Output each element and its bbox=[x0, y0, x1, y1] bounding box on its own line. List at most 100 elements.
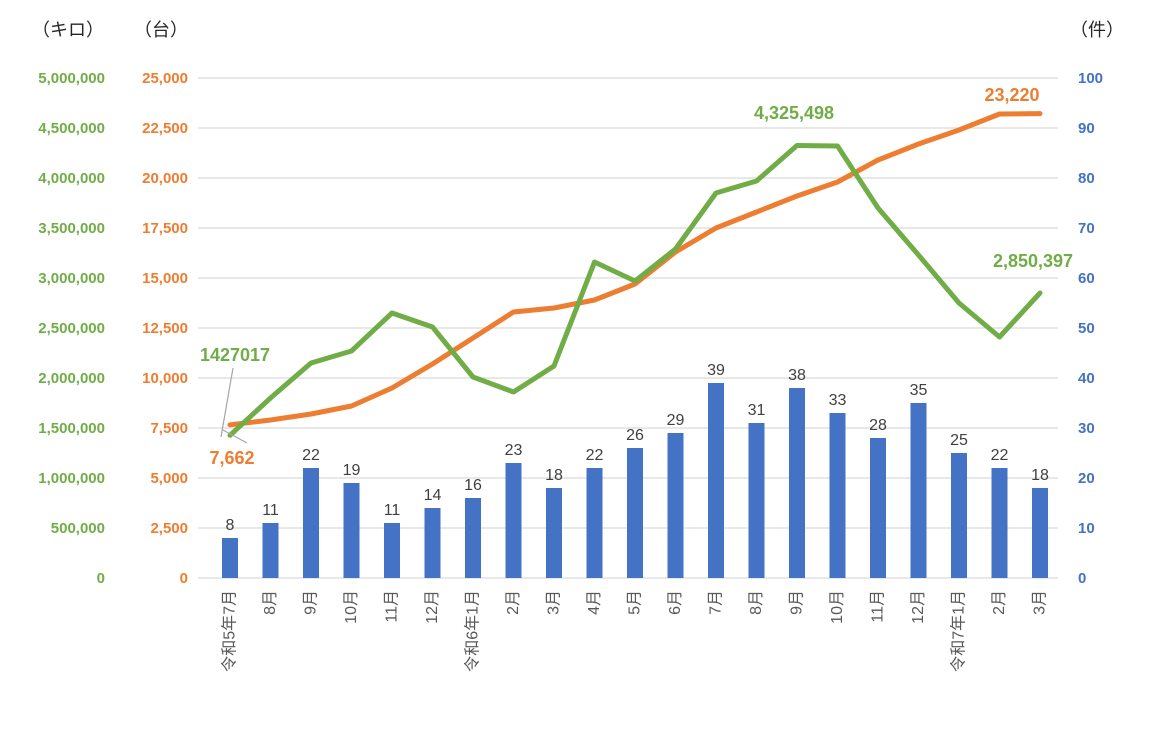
kilo-axis-tick-label: 3,000,000 bbox=[38, 270, 105, 287]
x-axis-label: 令和5年7月 bbox=[221, 590, 239, 672]
bar bbox=[343, 483, 360, 578]
ken-axis-tick-label: 50 bbox=[1078, 320, 1095, 337]
kilo-axis-tick-label: 500,000 bbox=[51, 520, 105, 537]
bar-value-label: 31 bbox=[748, 402, 766, 419]
ken-axis-tick-label: 90 bbox=[1078, 120, 1095, 137]
left-axis-title-kilo: （キロ） bbox=[32, 20, 104, 40]
ken-axis-tick-label: 80 bbox=[1078, 170, 1095, 187]
bar-value-label: 18 bbox=[545, 467, 563, 484]
kilo-axis-tick-label: 1,500,000 bbox=[38, 420, 105, 437]
data-point-annotation: 2,850,397 bbox=[993, 251, 1073, 271]
ken-axis-tick-label: 60 bbox=[1078, 270, 1095, 287]
x-axis-label: 8月 bbox=[262, 590, 279, 615]
kilo-axis-tick-label: 0 bbox=[97, 570, 105, 587]
bar bbox=[789, 388, 805, 578]
data-point-annotation: 7,662 bbox=[209, 448, 254, 468]
leader-line bbox=[222, 429, 248, 444]
bar-value-label: 28 bbox=[869, 417, 887, 434]
ken-axis-tick-label: 30 bbox=[1078, 420, 1095, 437]
kilo-axis-tick-label: 4,000,000 bbox=[38, 170, 105, 187]
x-axis-label: 6月 bbox=[667, 590, 684, 615]
x-axis-label: 9月 bbox=[789, 590, 806, 615]
dai-axis-tick-label: 2,500 bbox=[150, 520, 188, 537]
bar bbox=[748, 423, 765, 578]
bar-value-label: 11 bbox=[384, 502, 401, 519]
x-axis-label: 2月 bbox=[505, 590, 522, 615]
bar-value-label: 23 bbox=[505, 442, 523, 459]
dai-axis-tick-label: 15,000 bbox=[142, 270, 188, 287]
x-axis-label: 3月 bbox=[1032, 590, 1049, 615]
bar-value-label: 11 bbox=[262, 502, 279, 519]
bar bbox=[870, 438, 886, 578]
bar bbox=[627, 448, 643, 578]
bar-value-label: 16 bbox=[464, 477, 482, 494]
x-axis-label: 2月 bbox=[991, 590, 1008, 615]
bar bbox=[384, 523, 400, 578]
ken-axis-tick-label: 70 bbox=[1078, 220, 1095, 237]
bar bbox=[465, 498, 481, 578]
bar bbox=[303, 468, 319, 578]
leader-line bbox=[220, 367, 234, 438]
x-axis-label: 7月 bbox=[708, 590, 725, 615]
bar bbox=[546, 488, 562, 578]
bar bbox=[1032, 488, 1048, 578]
dai-axis-tick-label: 22,500 bbox=[142, 120, 188, 137]
bar-value-label: 22 bbox=[991, 447, 1009, 464]
x-axis-label: 令和7年1月 bbox=[950, 590, 968, 672]
bar-value-label: 39 bbox=[707, 362, 725, 379]
dai-axis-tick-label: 25,000 bbox=[142, 70, 188, 87]
bar bbox=[424, 508, 441, 578]
bar bbox=[829, 413, 846, 578]
ken-axis-tick-label: 40 bbox=[1078, 370, 1095, 387]
bar-value-label: 18 bbox=[1031, 467, 1049, 484]
bar bbox=[910, 403, 927, 578]
x-axis-label: 10月 bbox=[829, 590, 846, 624]
green-line-series bbox=[227, 143, 1043, 438]
bar bbox=[708, 383, 724, 578]
x-axis-label: 11月 bbox=[384, 590, 401, 623]
ken-axis-tick-label: 20 bbox=[1078, 470, 1095, 487]
ken-axis-tick-label: 10 bbox=[1078, 520, 1095, 537]
right-axis-title-ken: （件） bbox=[1070, 20, 1124, 40]
orange-line-series bbox=[227, 111, 1043, 428]
bar bbox=[667, 433, 684, 578]
x-axis-label: 9月 bbox=[303, 590, 320, 615]
kilo-axis-tick-label: 2,000,000 bbox=[38, 370, 105, 387]
bar bbox=[991, 468, 1008, 578]
bar bbox=[586, 468, 603, 578]
bar-value-label: 26 bbox=[626, 427, 644, 444]
data-point-annotation: 4,325,498 bbox=[754, 103, 834, 123]
data-point-annotation: 23,220 bbox=[984, 85, 1039, 105]
bar-value-label: 33 bbox=[829, 392, 847, 409]
ken-axis-tick-label: 0 bbox=[1078, 570, 1086, 587]
bar-value-label: 35 bbox=[910, 382, 928, 399]
dai-axis-tick-label: 7,500 bbox=[150, 420, 188, 437]
kilo-axis-tick-label: 2,500,000 bbox=[38, 320, 105, 337]
bar bbox=[951, 453, 967, 578]
bar-value-label: 38 bbox=[788, 367, 806, 384]
dai-axis-tick-label: 0 bbox=[180, 570, 188, 587]
bar-value-label: 25 bbox=[950, 432, 968, 449]
x-axis-label: 12月 bbox=[424, 590, 441, 624]
left-axis-title-dai: （台） bbox=[134, 20, 188, 40]
bar bbox=[222, 538, 238, 578]
bar bbox=[505, 463, 522, 578]
dai-axis-tick-label: 20,000 bbox=[142, 170, 188, 187]
dai-axis-tick-label: 17,500 bbox=[142, 220, 188, 237]
x-axis-label: 5月 bbox=[627, 590, 644, 615]
dai-axis-tick-label: 10,000 bbox=[142, 370, 188, 387]
x-axis-label: 令和6年1月 bbox=[464, 590, 482, 672]
data-point-annotation: 1427017 bbox=[200, 345, 270, 365]
kilo-axis-tick-label: 4,500,000 bbox=[38, 120, 105, 137]
bar-value-label: 22 bbox=[586, 447, 604, 464]
x-axis-label: 3月 bbox=[546, 590, 563, 615]
x-axis-label: 12月 bbox=[910, 590, 927, 624]
kilo-axis-tick-label: 5,000,000 bbox=[38, 70, 105, 87]
x-axis-label: 11月 bbox=[870, 590, 887, 623]
bar bbox=[262, 523, 279, 578]
x-axis-label: 8月 bbox=[748, 590, 765, 615]
x-axis-label: 10月 bbox=[343, 590, 360, 624]
bar-value-label: 29 bbox=[667, 412, 685, 429]
